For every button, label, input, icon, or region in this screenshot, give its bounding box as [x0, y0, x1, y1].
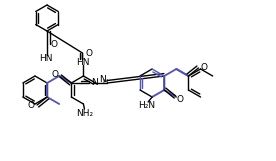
- Text: O: O: [52, 70, 59, 79]
- Text: HN: HN: [76, 57, 89, 66]
- Text: N: N: [91, 77, 98, 86]
- Text: O: O: [86, 48, 93, 57]
- Text: O: O: [51, 39, 57, 48]
- Text: NH₂: NH₂: [76, 109, 93, 118]
- Text: N: N: [99, 75, 106, 84]
- Text: HN: HN: [39, 53, 53, 62]
- Text: O: O: [28, 101, 34, 110]
- Text: O: O: [201, 62, 208, 71]
- Text: H: H: [103, 79, 108, 85]
- Text: O: O: [177, 95, 184, 104]
- Text: H₂N: H₂N: [138, 100, 155, 109]
